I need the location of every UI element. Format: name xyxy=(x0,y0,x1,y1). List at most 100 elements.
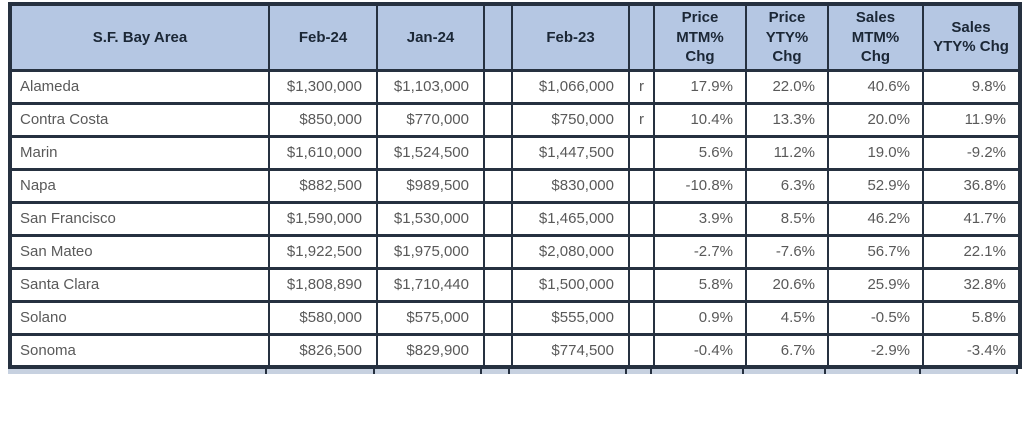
cell-price-yty: 22.0% xyxy=(745,68,829,105)
cell-feb23: $1,500,000 xyxy=(511,266,630,303)
cell-sales-yty: 36.8% xyxy=(922,167,1021,204)
col-header-flag xyxy=(628,2,655,72)
cell-sales-yty: 9.8% xyxy=(922,68,1021,105)
col-header-area: S.F. Bay Area xyxy=(9,2,270,72)
cell-area: San Francisco xyxy=(9,200,270,237)
cell-price-mtm: 5.8% xyxy=(653,266,747,303)
cell-revision-flag xyxy=(628,266,655,303)
table-row-contra-costa: Contra Costa $850,000 $770,000 $750,000 … xyxy=(9,101,1021,138)
cell-jan24: $1,710,440 xyxy=(376,266,485,303)
cell-gap xyxy=(483,134,513,171)
cell-price-mtm: 10.4% xyxy=(653,101,747,138)
cell-feb24: $1,300,000 xyxy=(268,68,378,105)
cell-revision-flag xyxy=(628,332,655,369)
cell-sales-yty: 5.8% xyxy=(922,299,1021,336)
cell-feb24: $1,808,890 xyxy=(268,266,378,303)
cell-gap xyxy=(483,167,513,204)
cell-revision-flag xyxy=(628,299,655,336)
cell-feb24: $850,000 xyxy=(268,101,378,138)
partial-next-row xyxy=(8,369,1018,374)
cell-price-mtm: 5.6% xyxy=(653,134,747,171)
report-table-region: S.F. Bay Area Feb-24 Jan-24 Feb-23 Price… xyxy=(8,2,1022,374)
cell-sales-yty: -3.4% xyxy=(922,332,1021,369)
cell-feb24: $1,590,000 xyxy=(268,200,378,237)
col-header-sales-mtm: Sales MTM% Chg xyxy=(827,2,924,72)
cell-feb23: $774,500 xyxy=(511,332,630,369)
cell-area: San Mateo xyxy=(9,233,270,270)
cell-feb23: $830,000 xyxy=(511,167,630,204)
table-row-marin: Marin $1,610,000 $1,524,500 $1,447,500 5… xyxy=(9,134,1021,171)
cell-revision-flag: r xyxy=(628,101,655,138)
col-header-feb23: Feb-23 xyxy=(511,2,630,72)
cell-gap xyxy=(483,266,513,303)
cell-price-yty: -7.6% xyxy=(745,233,829,270)
col-header-gap xyxy=(483,2,513,72)
table-row-santa-clara: Santa Clara $1,808,890 $1,710,440 $1,500… xyxy=(9,266,1021,303)
cell-price-yty: 8.5% xyxy=(745,200,829,237)
col-header-feb24: Feb-24 xyxy=(268,2,378,72)
cell-gap xyxy=(483,233,513,270)
cell-price-yty: 6.7% xyxy=(745,332,829,369)
cell-sales-mtm: 40.6% xyxy=(827,68,924,105)
cell-feb23: $750,000 xyxy=(511,101,630,138)
cell-price-yty: 6.3% xyxy=(745,167,829,204)
header-row: S.F. Bay Area Feb-24 Jan-24 Feb-23 Price… xyxy=(9,2,1021,72)
cell-revision-flag: r xyxy=(628,68,655,105)
bay-area-price-table: S.F. Bay Area Feb-24 Jan-24 Feb-23 Price… xyxy=(8,2,1022,369)
cell-jan24: $829,900 xyxy=(376,332,485,369)
cell-price-yty: 20.6% xyxy=(745,266,829,303)
cell-jan24: $1,530,000 xyxy=(376,200,485,237)
cell-revision-flag xyxy=(628,200,655,237)
cell-area: Napa xyxy=(9,167,270,204)
cell-feb24: $1,922,500 xyxy=(268,233,378,270)
cell-gap xyxy=(483,332,513,369)
cell-sales-mtm: 20.0% xyxy=(827,101,924,138)
cell-price-mtm: 3.9% xyxy=(653,200,747,237)
cell-gap xyxy=(483,68,513,105)
cell-area: Alameda xyxy=(9,68,270,105)
cell-jan24: $575,000 xyxy=(376,299,485,336)
cell-jan24: $1,975,000 xyxy=(376,233,485,270)
col-header-jan24: Jan-24 xyxy=(376,2,485,72)
table-body: Alameda $1,300,000 $1,103,000 $1,066,000… xyxy=(9,68,1021,369)
cell-sales-mtm: 19.0% xyxy=(827,134,924,171)
cell-revision-flag xyxy=(628,167,655,204)
cell-sales-yty: 41.7% xyxy=(922,200,1021,237)
cell-gap xyxy=(483,101,513,138)
cell-price-yty: 11.2% xyxy=(745,134,829,171)
col-header-price-mtm: Price MTM% Chg xyxy=(653,2,747,72)
cell-jan24: $1,524,500 xyxy=(376,134,485,171)
cell-sales-mtm: 52.9% xyxy=(827,167,924,204)
cell-price-mtm: 0.9% xyxy=(653,299,747,336)
cell-sales-mtm: -2.9% xyxy=(827,332,924,369)
cell-area: Solano xyxy=(9,299,270,336)
cell-feb23: $1,465,000 xyxy=(511,200,630,237)
cell-area: Santa Clara xyxy=(9,266,270,303)
cell-revision-flag xyxy=(628,134,655,171)
cell-feb23: $555,000 xyxy=(511,299,630,336)
cell-price-yty: 4.5% xyxy=(745,299,829,336)
cell-sales-yty: -9.2% xyxy=(922,134,1021,171)
cell-price-yty: 13.3% xyxy=(745,101,829,138)
cell-jan24: $989,500 xyxy=(376,167,485,204)
cell-feb23: $1,447,500 xyxy=(511,134,630,171)
cell-feb24: $580,000 xyxy=(268,299,378,336)
cell-gap xyxy=(483,200,513,237)
table-row-san-mateo: San Mateo $1,922,500 $1,975,000 $2,080,0… xyxy=(9,233,1021,270)
cell-feb23: $1,066,000 xyxy=(511,68,630,105)
cell-area: Sonoma xyxy=(9,332,270,369)
cell-feb23: $2,080,000 xyxy=(511,233,630,270)
cell-feb24: $1,610,000 xyxy=(268,134,378,171)
cell-price-mtm: -0.4% xyxy=(653,332,747,369)
table-row-solano: Solano $580,000 $575,000 $555,000 0.9% 4… xyxy=(9,299,1021,336)
cell-feb24: $882,500 xyxy=(268,167,378,204)
table-row-napa: Napa $882,500 $989,500 $830,000 -10.8% 6… xyxy=(9,167,1021,204)
cell-sales-mtm: 25.9% xyxy=(827,266,924,303)
col-header-price-yty: Price YTY% Chg xyxy=(745,2,829,72)
cell-sales-yty: 32.8% xyxy=(922,266,1021,303)
cell-price-mtm: -10.8% xyxy=(653,167,747,204)
cell-sales-mtm: -0.5% xyxy=(827,299,924,336)
cell-feb24: $826,500 xyxy=(268,332,378,369)
cell-sales-mtm: 46.2% xyxy=(827,200,924,237)
table-row-san-francisco: San Francisco $1,590,000 $1,530,000 $1,4… xyxy=(9,200,1021,237)
